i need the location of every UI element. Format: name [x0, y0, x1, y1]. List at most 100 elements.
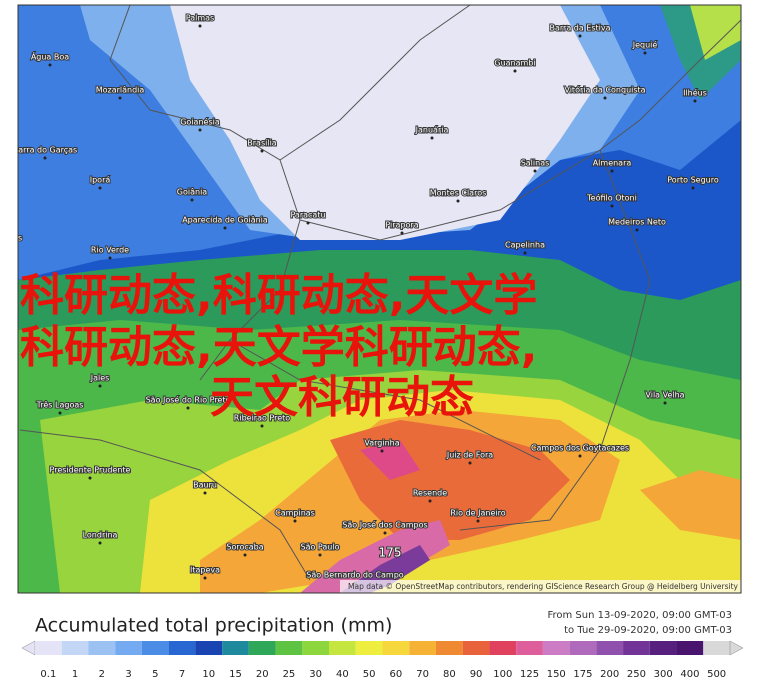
legend-tick-label: 40: [336, 669, 349, 680]
legend-tick-label: 70: [416, 669, 429, 680]
city-label: Teófilo Otoni: [586, 193, 637, 203]
color-swatch: [542, 641, 570, 655]
color-swatch: [329, 641, 356, 655]
period-to: to Tue 29-09-2020, 09:00 GMT-03: [564, 625, 732, 636]
overlay-line: 科研动态,天文学科研动态,: [20, 322, 537, 373]
legend-title: Accumulated total precipitation (mm): [35, 615, 392, 637]
city-label: Vitória da Conquista: [564, 85, 645, 95]
city-label: São José do Rio Preto: [146, 395, 231, 405]
city-label: Ribeirão Preto: [234, 414, 290, 423]
color-swatch: [409, 641, 436, 655]
legend-tick-label: 125: [520, 669, 539, 680]
city-dot: [383, 531, 387, 535]
city-label: Salinas: [521, 159, 550, 168]
legend-tick-label: 15: [229, 669, 242, 680]
city-label: Resende: [413, 489, 447, 498]
city-dot: [293, 519, 297, 523]
map: Palmas Barra da Estiva Água Boa Guanambi Jeq…: [0, 5, 741, 593]
legend-tick-label: 30: [309, 669, 322, 680]
legend-tick-label: 300: [654, 669, 673, 680]
legend-tick-label: 25: [283, 669, 296, 680]
city-label: Porto Seguro: [667, 176, 719, 185]
city-dot: [428, 499, 432, 503]
legend-tick-label: 3: [125, 669, 131, 680]
city-label: Rio de Janeiro: [450, 509, 505, 518]
city-dot: [603, 96, 607, 100]
city-dot: [513, 69, 517, 73]
color-swatch: [275, 641, 303, 655]
city-label: Três Lagoas: [36, 400, 84, 410]
legend-tick-label: 175: [573, 669, 592, 680]
city-label: Ilhéus: [683, 88, 707, 98]
city-dot: [243, 553, 247, 557]
city-dot: [98, 186, 102, 190]
city-dot: [610, 204, 614, 208]
city-label: Campinas: [275, 509, 315, 518]
color-swatch: [195, 641, 223, 655]
city-label: Capelinha: [505, 241, 545, 250]
city-label: Mozarlândia: [96, 86, 145, 95]
city-label: Barra da Estiva: [549, 24, 610, 33]
color-swatch: [88, 641, 116, 655]
legend-tick-label: 50: [363, 669, 376, 680]
city-dot: [610, 169, 614, 173]
city-dot: [523, 251, 527, 255]
city-dot: [380, 449, 384, 453]
overlay-line: 科研动态,科研动态,天文学: [20, 270, 537, 321]
map-frame: [17, 4, 742, 594]
color-swatch: [569, 641, 597, 655]
city-label: Brasília: [247, 139, 277, 148]
city-label: Água Boa: [31, 51, 69, 62]
color-swatch: [382, 641, 410, 655]
city-label: Aparecida de Goiânia: [182, 216, 268, 225]
city-label: Campos dos Goytacazes: [531, 444, 629, 453]
bar-end: [729, 640, 744, 656]
color-swatch: [355, 641, 383, 655]
city-dot: [693, 99, 697, 103]
city-label: São Bernardo do Campo: [306, 571, 403, 580]
city-label: Barra do Garças: [13, 146, 77, 155]
color-swatch: [61, 641, 89, 655]
city-dot: [578, 454, 582, 458]
city-label: Almenara: [593, 159, 632, 168]
city-dot: [318, 553, 322, 557]
city-label: Varginha: [364, 439, 399, 448]
city-dot: [118, 96, 122, 100]
city-dot: [48, 63, 52, 67]
city-label: Pirapora: [385, 221, 418, 230]
legend-tick-label: 80: [443, 669, 456, 680]
color-swatch: [703, 641, 730, 655]
city-dot: [578, 34, 582, 38]
legend-tick-label: 500: [707, 669, 726, 680]
legend-tick-label: 20: [256, 669, 269, 680]
city-dot: [198, 24, 202, 28]
period-from: From Sun 13-09-2020, 09:00 GMT-03: [547, 610, 732, 621]
color-swatch: [649, 641, 677, 655]
city-dot: [533, 169, 537, 173]
legend-tick-label: 1: [72, 669, 78, 680]
city-label: neiros: [0, 234, 22, 243]
city-label: Vila Velha: [645, 391, 684, 400]
overlay-line: 天文科研动态: [210, 372, 474, 423]
city-dot: [643, 51, 647, 55]
city-label: Palmas: [186, 14, 214, 23]
city-dot: [43, 156, 47, 160]
city-label: Itapeva: [190, 566, 220, 575]
city-dot: [198, 128, 202, 132]
city-label: Montes Claros: [430, 189, 487, 198]
color-swatch: [35, 641, 62, 655]
city-dot: [9, 245, 12, 248]
city-label: Juiz de Fora: [446, 451, 493, 460]
color-swatch: [115, 641, 142, 655]
city-dot: [400, 231, 404, 235]
city-label: Goianésia: [180, 117, 220, 127]
city-dot: [476, 519, 480, 523]
city-dot: [223, 226, 227, 230]
city-dot: [260, 424, 264, 428]
max-label: 175: [379, 546, 402, 560]
city-label: Jequié: [632, 40, 658, 50]
city-label: Iporá: [90, 176, 111, 185]
legend-tick-label: 150: [547, 669, 566, 680]
city-dot: [691, 186, 695, 190]
